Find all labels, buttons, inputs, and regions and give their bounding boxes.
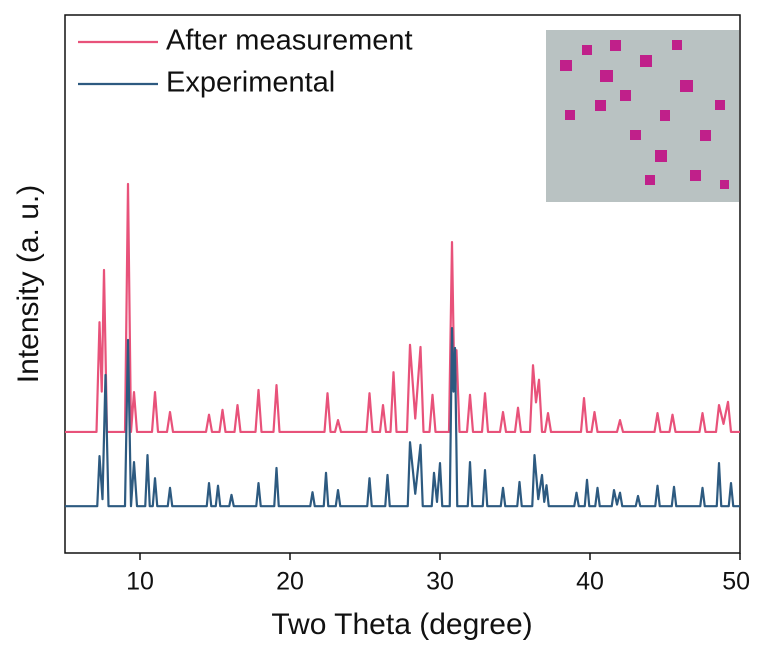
y-axis-label: Intensity (a. u.)	[12, 185, 45, 383]
x-tick-label: 30	[426, 568, 454, 596]
series-line	[65, 327, 740, 508]
x-tick-label: 40	[576, 568, 604, 596]
x-tick-label: 20	[276, 568, 304, 596]
x-tick-label: 50	[722, 568, 750, 596]
x-tick-label: 10	[126, 568, 154, 596]
series-line	[65, 182, 740, 434]
plot-frame	[64, 14, 741, 554]
legend-label: After measurement	[166, 25, 413, 57]
x-axis-label: Two Theta (degree)	[271, 608, 532, 641]
inset-photo	[546, 30, 739, 202]
legend-label: Experimental	[166, 67, 335, 99]
